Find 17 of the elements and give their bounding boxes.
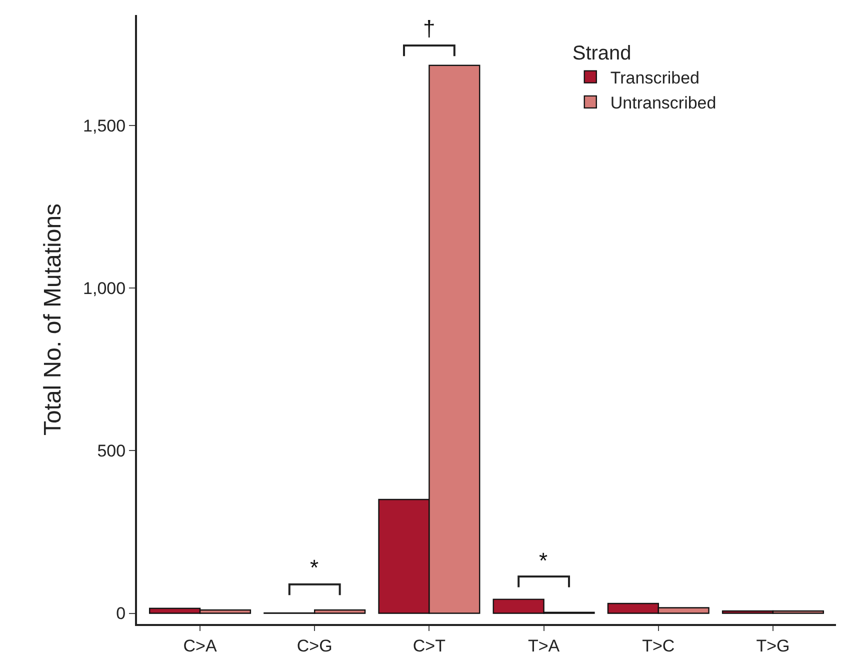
x-tick-label: C>T xyxy=(412,636,446,656)
y-tick-label: 500 xyxy=(97,442,126,461)
y-tick-label: 0 xyxy=(116,604,126,624)
y-tick-label: 1,500 xyxy=(83,116,126,136)
y-tick-label: 1,000 xyxy=(83,279,126,298)
x-tick-label: C>G xyxy=(296,636,332,656)
y-axis-title: Total No. of Mutations xyxy=(40,203,67,436)
x-tick-label: T>G xyxy=(756,636,790,656)
legend-label: Transcribed xyxy=(610,68,700,88)
x-tick-label: T>C xyxy=(642,636,675,656)
legend-label: Untranscribed xyxy=(610,94,716,113)
x-tick-label: C>A xyxy=(183,636,218,656)
annotation: * xyxy=(539,548,548,573)
annotation: * xyxy=(310,555,319,580)
annotation: † xyxy=(423,16,436,41)
x-tick-label: T>A xyxy=(528,636,560,656)
legend-title: Strand xyxy=(572,42,632,64)
